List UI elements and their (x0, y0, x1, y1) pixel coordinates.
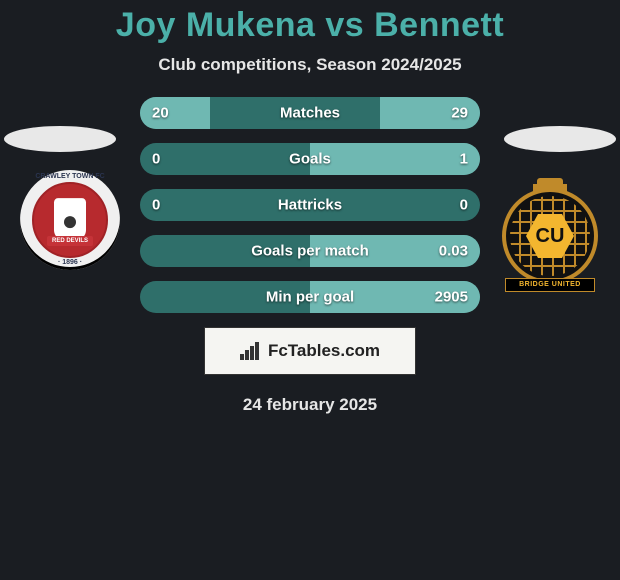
stat-fill-right (310, 143, 480, 175)
brand-text: FcTables.com (268, 341, 380, 361)
stat-right-value: 29 (451, 105, 468, 122)
stat-row-goals: 0 Goals 1 (140, 143, 480, 175)
stat-label: Matches (280, 105, 340, 122)
stat-left-value: 0 (152, 197, 160, 214)
stat-label: Min per goal (266, 289, 354, 306)
crest-left-ball-icon (64, 216, 76, 228)
stat-row-goals-per-match: Goals per match 0.03 (140, 235, 480, 267)
crest-left-bottom-text: · 1896 · (20, 259, 120, 266)
stat-right-value: 2905 (435, 289, 468, 306)
stat-row-matches: 20 Matches 29 (140, 97, 480, 129)
stat-fill-left (140, 97, 210, 129)
bar-chart-icon (240, 342, 262, 360)
stat-right-value: 0.03 (439, 243, 468, 260)
comparison-infographic: Joy Mukena vs Bennett Club competitions,… (0, 0, 620, 580)
date-text: 24 february 2025 (0, 395, 620, 415)
crest-left-top-text: CRAWLEY TOWN FC (20, 173, 120, 180)
brand-box: FcTables.com (204, 327, 416, 375)
stat-label: Goals (289, 151, 331, 168)
page-subtitle: Club competitions, Season 2024/2025 (0, 55, 620, 75)
stat-left-value: 20 (152, 105, 169, 122)
stat-right-value: 1 (460, 151, 468, 168)
stat-label: Hattricks (278, 197, 342, 214)
crest-left-ribbon: RED DEVILS (47, 236, 93, 246)
team-crest-right: CU BRIDGE UNITED (498, 180, 602, 288)
crest-right-outer: CU BRIDGE UNITED (498, 180, 602, 288)
team-crest-left: CRAWLEY TOWN FC RED DEVILS · 1896 · (20, 170, 120, 270)
stat-row-hattricks: 0 Hattricks 0 (140, 189, 480, 221)
stat-left-value: 0 (152, 151, 160, 168)
crest-right-circle: CU (502, 188, 598, 284)
crest-left-inner: RED DEVILS (32, 182, 108, 258)
crest-left-shield-icon (54, 198, 86, 240)
stat-right-value: 0 (460, 197, 468, 214)
page-title: Joy Mukena vs Bennett (0, 6, 620, 45)
stat-label: Goals per match (251, 243, 369, 260)
stat-row-min-per-goal: Min per goal 2905 (140, 281, 480, 313)
crest-right-ribbon: BRIDGE UNITED (505, 278, 595, 292)
crest-left-outer: CRAWLEY TOWN FC RED DEVILS · 1896 · (20, 170, 120, 270)
